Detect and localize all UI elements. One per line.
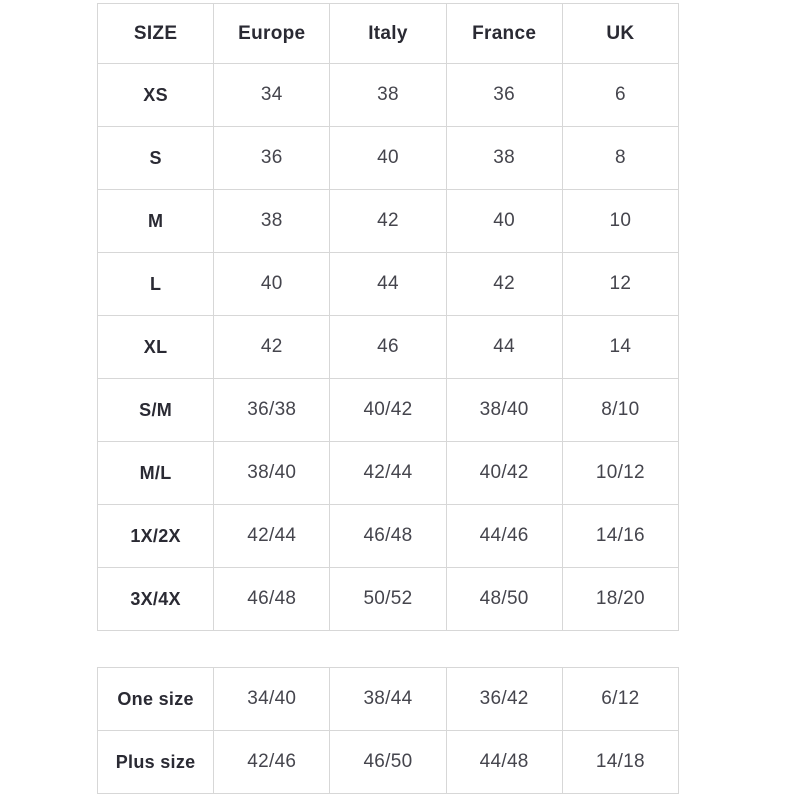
table-row: L 40 44 42 12 [96, 252, 680, 316]
table-cell: 14/16 [561, 504, 680, 568]
table-cell: 6/12 [561, 667, 680, 731]
column-header-italy: Italy [329, 3, 447, 64]
column-header-france: France [445, 3, 563, 64]
table-cell: 36 [445, 63, 563, 127]
table-cell: 38/40 [445, 378, 563, 442]
size-label-cell: M/L [96, 441, 215, 505]
table-cell: 48/50 [445, 567, 563, 631]
size-label-cell: 1X/2X [96, 504, 215, 568]
table-cell: 40 [329, 126, 447, 190]
column-header-europe: Europe [213, 3, 331, 64]
table-cell: 34/40 [213, 667, 331, 731]
table-cell: 38/44 [329, 667, 447, 731]
table-cell: 40 [213, 252, 331, 316]
size-label-cell: L [96, 252, 215, 316]
size-label-cell: XS [96, 63, 215, 127]
table-cell: 42/44 [213, 504, 331, 568]
size-label-cell: XL [96, 315, 215, 379]
table-cell: 44/48 [445, 730, 563, 794]
table-cell: 18/20 [561, 567, 680, 631]
table-cell: 34 [213, 63, 331, 127]
table-cell: 38 [213, 189, 331, 253]
table-cell: 50/52 [329, 567, 447, 631]
table-cell: 14 [561, 315, 680, 379]
special-sizes-table: One size 34/40 38/44 36/42 6/12 Plus siz… [96, 667, 680, 794]
table-row: S 36 40 38 8 [96, 126, 680, 190]
table-row: XS 34 38 36 6 [96, 63, 680, 127]
table-row: XL 42 46 44 14 [96, 315, 680, 379]
table-cell: 40/42 [445, 441, 563, 505]
table-row: 1X/2X 42/44 46/48 44/46 14/16 [96, 504, 680, 568]
table-row: M/L 38/40 42/44 40/42 10/12 [96, 441, 680, 505]
table-row: One size 34/40 38/44 36/42 6/12 [96, 667, 680, 731]
size-label-cell: S/M [96, 378, 215, 442]
table-cell: 38 [329, 63, 447, 127]
table-row: M 38 42 40 10 [96, 189, 680, 253]
table-cell: 6 [561, 63, 680, 127]
size-label-cell: Plus size [96, 730, 215, 794]
table-cell: 8/10 [561, 378, 680, 442]
column-header-uk: UK [561, 3, 680, 64]
table-cell: 42/44 [329, 441, 447, 505]
table-cell: 10/12 [561, 441, 680, 505]
size-conversion-table: SIZE Europe Italy France UK XS 34 38 36 … [96, 3, 680, 631]
table-cell: 46/48 [329, 504, 447, 568]
header-row: SIZE Europe Italy France UK [96, 3, 680, 64]
table-cell: 38 [445, 126, 563, 190]
table-cell: 14/18 [561, 730, 680, 794]
table-cell: 40/42 [329, 378, 447, 442]
table-cell: 38/40 [213, 441, 331, 505]
table-cell: 42 [213, 315, 331, 379]
table-cell: 10 [561, 189, 680, 253]
table-row: Plus size 42/46 46/50 44/48 14/18 [96, 730, 680, 794]
table-cell: 46/48 [213, 567, 331, 631]
table-cell: 44/46 [445, 504, 563, 568]
table-cell: 12 [561, 252, 680, 316]
table-cell: 36/42 [445, 667, 563, 731]
table-cell: 42 [329, 189, 447, 253]
table-cell: 46 [329, 315, 447, 379]
table-cell: 42 [445, 252, 563, 316]
table-cell: 44 [329, 252, 447, 316]
size-label-cell: S [96, 126, 215, 190]
size-label-cell: 3X/4X [96, 567, 215, 631]
table-row: 3X/4X 46/48 50/52 48/50 18/20 [96, 567, 680, 631]
table-cell: 36 [213, 126, 331, 190]
column-header-size: SIZE [96, 3, 215, 64]
table-cell: 8 [561, 126, 680, 190]
table-cell: 46/50 [329, 730, 447, 794]
table-cell: 42/46 [213, 730, 331, 794]
size-label-cell: One size [96, 667, 215, 731]
table-cell: 44 [445, 315, 563, 379]
table-cell: 40 [445, 189, 563, 253]
table-cell: 36/38 [213, 378, 331, 442]
table-row: S/M 36/38 40/42 38/40 8/10 [96, 378, 680, 442]
size-label-cell: M [96, 189, 215, 253]
